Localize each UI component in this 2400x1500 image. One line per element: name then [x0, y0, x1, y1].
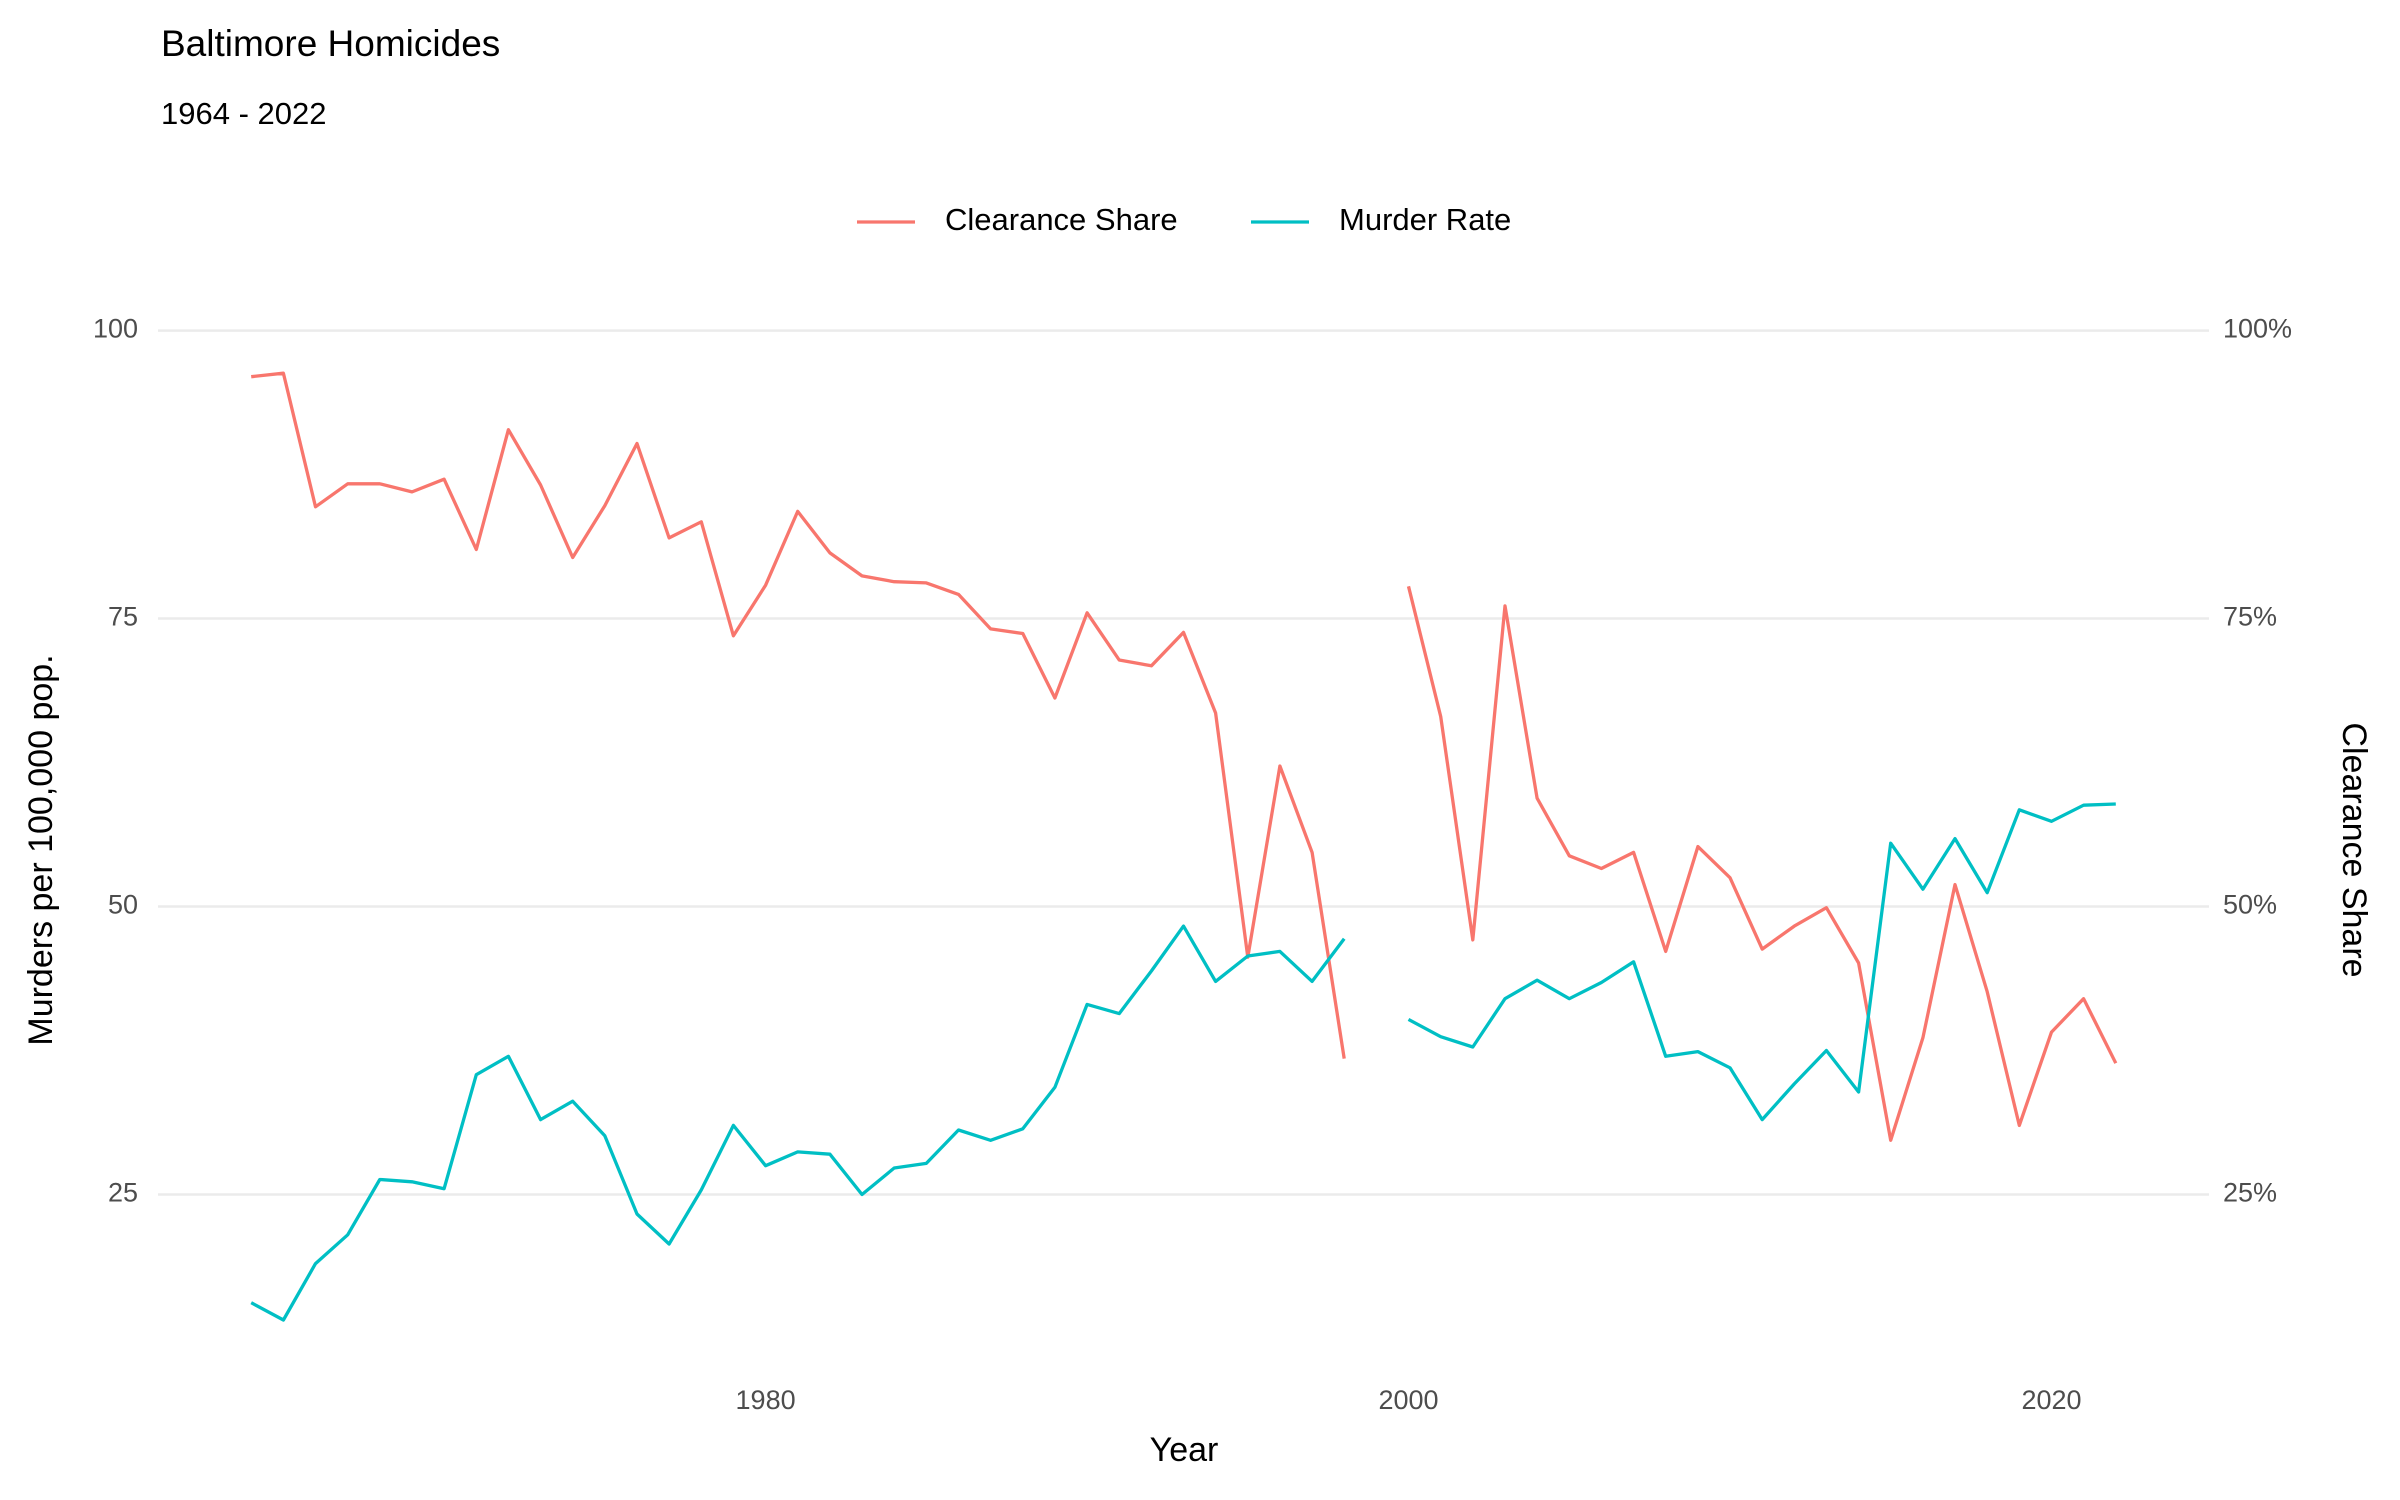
- legend-label: Murder Rate: [1339, 202, 1511, 237]
- y-tick-label: 100: [93, 314, 138, 344]
- y-tick-label: 50: [108, 890, 138, 920]
- y-axis-title: Murders per 100,000 pop.: [22, 654, 60, 1045]
- y-tick-label: 25: [108, 1178, 138, 1208]
- chart-title: Baltimore Homicides: [161, 23, 500, 64]
- chart-subtitle: 1964 - 2022: [161, 96, 326, 131]
- y2-tick-label: 75%: [2223, 602, 2277, 632]
- x-tick-label: 2000: [1378, 1385, 1438, 1415]
- legend-label: Clearance Share: [945, 202, 1178, 237]
- data-line: [250, 802, 2116, 1322]
- y2-axis-title: Clearance Share: [2335, 722, 2373, 977]
- x-axis-title: Year: [1150, 1431, 1219, 1469]
- y2-tick-label: 50%: [2223, 890, 2277, 920]
- y-tick-label: 75: [108, 602, 138, 632]
- y2-tick-label: 100%: [2223, 314, 2292, 344]
- x-tick-label: 2020: [2021, 1385, 2081, 1415]
- y2-tick-label: 25%: [2223, 1178, 2277, 1208]
- data-line: [251, 371, 2118, 1142]
- x-tick-label: 1980: [736, 1385, 796, 1415]
